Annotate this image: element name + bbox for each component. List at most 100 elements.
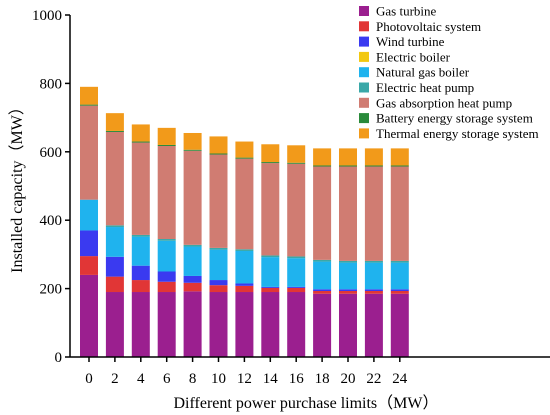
- bar-segment: [313, 289, 332, 291]
- bar-segment: [390, 289, 409, 291]
- bar-segment: [390, 290, 409, 294]
- bar-segment: [339, 262, 357, 290]
- x-tick-label: 4: [137, 371, 145, 387]
- bar-segment: [339, 293, 357, 357]
- bar-segment: [235, 292, 254, 357]
- x-tick-label: 24: [392, 371, 408, 387]
- bar-segment: [313, 166, 332, 260]
- x-tick-label: 22: [366, 371, 381, 387]
- legend-label: Natural gas boiler: [376, 65, 470, 80]
- bar-segment: [235, 249, 254, 251]
- y-tick-label: 200: [40, 282, 63, 298]
- legend-swatch: [359, 113, 369, 124]
- bar-segment: [364, 260, 383, 263]
- bar-segment: [131, 124, 150, 142]
- x-tick-label: 8: [189, 371, 197, 387]
- bar-segment: [364, 289, 383, 291]
- bar-segment: [364, 290, 383, 294]
- bar-segment: [80, 104, 98, 106]
- bar-segment: [209, 153, 228, 155]
- bar-segment: [261, 287, 280, 293]
- bar-segment: [131, 142, 150, 235]
- y-tick-label: 600: [40, 145, 63, 161]
- bar-segment: [313, 165, 332, 167]
- bar-segment: [339, 289, 357, 291]
- bar-segment: [209, 292, 228, 357]
- bar-segment: [364, 166, 383, 261]
- y-axis-title: Installed capacity（MW）: [8, 99, 26, 273]
- bar-segment: [287, 258, 306, 287]
- x-tick-label: 12: [237, 371, 252, 387]
- bar-segment: [209, 154, 228, 248]
- bar-segment: [183, 275, 202, 283]
- legend-label: Thermal energy storage system: [376, 126, 539, 141]
- x-axis-title: Different power purchase limits（MW）: [174, 394, 439, 412]
- x-ticks: 0 2 4 6 8 10 12 14 16 18 20 22 24: [85, 357, 408, 387]
- bar-segment: [313, 259, 332, 262]
- bar-segment: [287, 145, 306, 163]
- bar-segment: [261, 292, 280, 357]
- bar-segment: [339, 165, 357, 167]
- bar-segment: [105, 292, 124, 357]
- bar-segment: [313, 293, 332, 357]
- bar-segment: [183, 291, 202, 357]
- x-tick-label: 16: [289, 371, 305, 387]
- x-tick-label: 20: [341, 371, 356, 387]
- bar-segment: [105, 131, 124, 226]
- y-tick-label: 800: [40, 76, 63, 92]
- bar-segment: [183, 149, 202, 151]
- y-tick-label: 0: [55, 350, 63, 366]
- x-tick-label: 10: [211, 371, 226, 387]
- bar-segment: [209, 136, 228, 154]
- bar-segment: [339, 260, 357, 263]
- bar-segment: [313, 290, 332, 294]
- bar-segment: [80, 230, 98, 257]
- bar-segment: [157, 292, 176, 357]
- bar-segment: [390, 166, 409, 261]
- bar-segment: [105, 225, 124, 228]
- bar-segment: [157, 239, 176, 241]
- bar-segment: [390, 260, 409, 263]
- bar-segment: [261, 162, 280, 164]
- bar-segment: [364, 293, 383, 357]
- bar-segment: [157, 271, 176, 282]
- bar-segment: [157, 281, 176, 293]
- bar-segment: [339, 166, 357, 261]
- bar-segment: [157, 127, 176, 145]
- bar-segment: [339, 290, 357, 294]
- bar-segment: [235, 285, 254, 293]
- bar-segment: [105, 227, 124, 257]
- bar-segment: [390, 262, 409, 290]
- bar-segment: [364, 148, 383, 166]
- bar-segment: [105, 276, 124, 293]
- bar-segment: [183, 246, 202, 276]
- bars-layer: [80, 86, 409, 357]
- bar-segment: [287, 162, 306, 164]
- x-tick-label: 6: [163, 371, 171, 387]
- bar-segment: [80, 105, 98, 200]
- bar-segment: [364, 165, 383, 167]
- bar-segment: [183, 150, 202, 245]
- bar-segment: [157, 240, 176, 272]
- bar-segment: [209, 247, 228, 250]
- legend-swatch: [359, 97, 369, 108]
- legend-label: Battery energy storage system: [376, 111, 533, 126]
- bar-segment: [390, 293, 409, 357]
- legend-label: Electric boiler: [376, 49, 451, 64]
- y-ticks: 0 200 400 600 800 1000: [32, 8, 70, 366]
- bar-segment: [183, 282, 202, 292]
- legend-swatch: [359, 128, 369, 139]
- bar-segment: [183, 132, 202, 150]
- bar-segment: [339, 148, 357, 166]
- legend-label: Gas absorption heat pump: [376, 95, 512, 110]
- legend-swatch: [359, 82, 369, 93]
- legend-swatch: [359, 36, 369, 47]
- bar-segment: [80, 256, 98, 275]
- bar-segment: [235, 158, 254, 250]
- bar-segment: [131, 292, 150, 357]
- bar-segment: [390, 165, 409, 167]
- bar-segment: [235, 141, 254, 158]
- bar-segment: [183, 244, 202, 247]
